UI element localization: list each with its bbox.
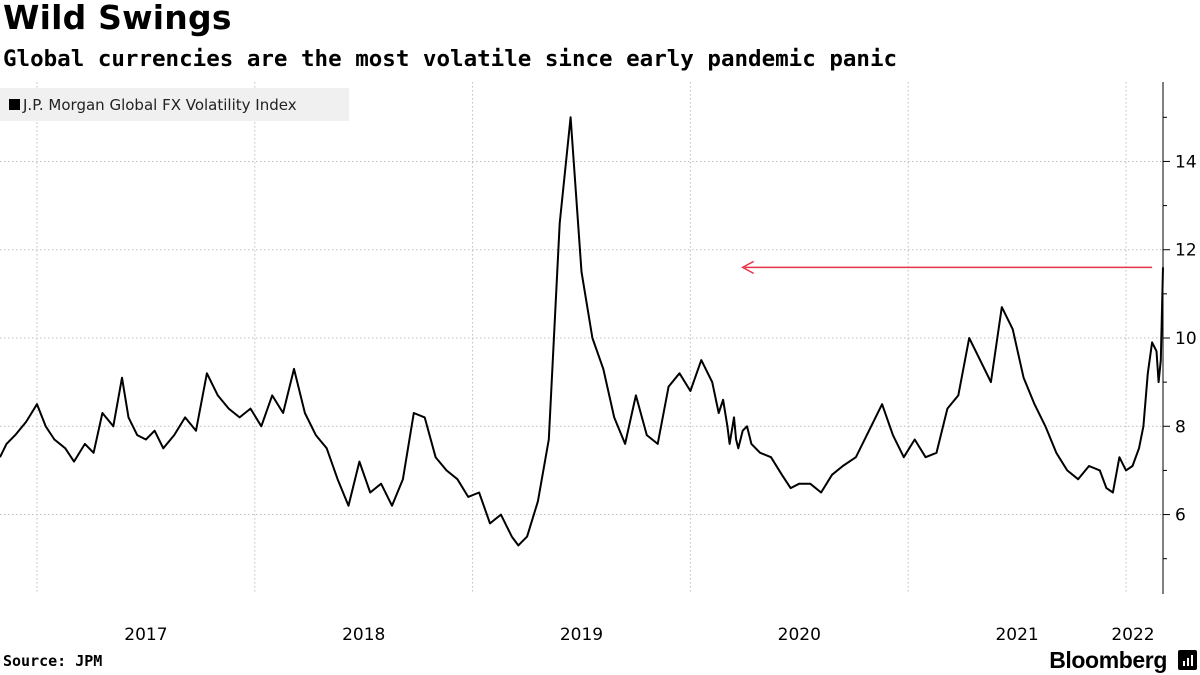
source-note: Source: JPM bbox=[3, 652, 103, 670]
grid-layer bbox=[0, 82, 1163, 594]
x-tick-label: 2022 bbox=[1111, 625, 1154, 645]
x-tick-label: 2019 bbox=[560, 625, 603, 645]
x-tick-label: 2021 bbox=[995, 625, 1038, 645]
y-tick-label: 12 bbox=[1175, 241, 1197, 261]
legend-swatch bbox=[9, 99, 20, 110]
legend-label: J.P. Morgan Global FX Volatility Index bbox=[23, 95, 297, 114]
y-tick-label: 10 bbox=[1175, 329, 1197, 349]
brand-logo-text: Bloomberg bbox=[1049, 647, 1167, 673]
y-tick-label: 6 bbox=[1175, 506, 1186, 526]
y-axis: 6 8 10 12 14 bbox=[1162, 82, 1197, 594]
annotation-arrow-head bbox=[741, 260, 755, 275]
x-tick-label: 2018 bbox=[342, 625, 385, 645]
bloomberg-logo-icon bbox=[1178, 650, 1197, 670]
x-tick-label: 2020 bbox=[778, 625, 821, 645]
series-layer bbox=[0, 116, 1164, 547]
series-line bbox=[0, 116, 1164, 547]
chart-title: Wild Swings bbox=[3, 0, 232, 37]
annotation-layer bbox=[741, 260, 1153, 275]
x-axis-labels: 2017 2018 2019 2020 2021 2022 bbox=[124, 625, 1154, 645]
y-tick-label: 8 bbox=[1175, 417, 1186, 437]
x-tick-label: 2017 bbox=[124, 625, 167, 645]
y-tick-label: 14 bbox=[1175, 152, 1197, 172]
chart-subtitle: Global currencies are the most volatile … bbox=[3, 46, 898, 72]
chart-legend: J.P. Morgan Global FX Volatility Index bbox=[0, 88, 349, 121]
